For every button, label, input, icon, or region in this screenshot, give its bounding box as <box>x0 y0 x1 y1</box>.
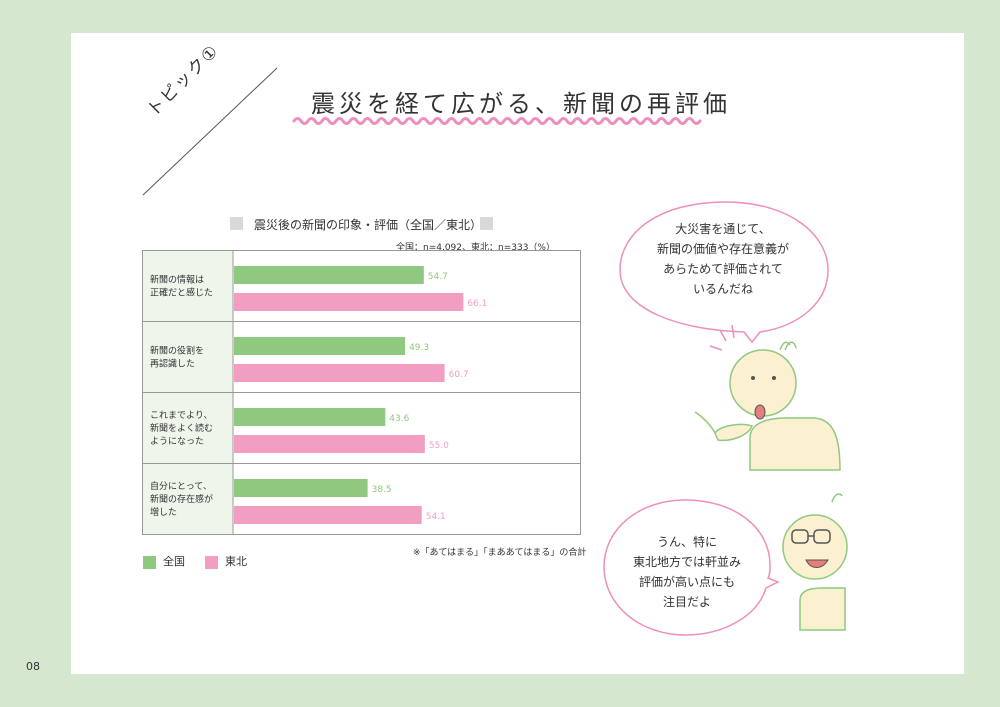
title-marker-right <box>480 217 493 230</box>
category-cell <box>142 250 233 322</box>
bubble-line: 大災害を通じて、 <box>675 222 771 236</box>
value-label: 55.0 <box>429 441 449 451</box>
category-label: 正確だと感じた <box>150 287 213 299</box>
category-label: 再認識した <box>150 358 195 370</box>
category-label: 自分にとって、 <box>150 480 212 492</box>
category-label: ようになった <box>150 436 204 447</box>
legend-swatch-national <box>143 555 156 569</box>
sample-size-note: 全国：n=4,092、東北：n=333（%） <box>396 243 555 253</box>
speech-bubble-bottom-text: うん、特に東北地方では軒並み 評価が高い点にも 注目だよ <box>612 532 762 612</box>
bar-national <box>234 337 406 355</box>
bar-national <box>234 408 386 426</box>
legend-item-tohoku: 東北 <box>205 553 247 569</box>
speech-bubble-bottom <box>603 499 780 636</box>
bubble-line: うん、特に <box>656 535 717 549</box>
topic-divider-line <box>142 67 278 196</box>
legend-swatch-tohoku <box>205 555 218 569</box>
bar-tohoku <box>234 364 445 382</box>
character-glasses <box>782 493 848 631</box>
value-label: 43.6 <box>389 414 409 424</box>
category-cell <box>142 463 233 535</box>
value-label: 60.7 <box>449 370 469 380</box>
bar-national <box>234 266 424 284</box>
category-label: 新聞の存在感が <box>150 493 213 505</box>
speech-bubble-top-text: 大災害を通じて、新聞の価値や存在意義が あらためて評価されて いるんだね <box>628 219 818 299</box>
value-label: 49.3 <box>409 343 429 353</box>
chart-title-text: 震災後の新聞の印象・評価（全国／東北） <box>254 218 483 232</box>
bubble-line: 新聞の価値や存在意義が <box>656 242 789 256</box>
bubble-line: あらためて評価されて <box>663 262 783 276</box>
bubble-line: いるんだね <box>692 282 753 296</box>
page-number: 08 <box>26 660 40 673</box>
speech-bubble-top <box>619 201 829 344</box>
value-label: 54.1 <box>426 512 446 522</box>
character-pointing <box>694 324 841 471</box>
bar-tohoku <box>234 506 422 524</box>
category-cell <box>142 321 233 393</box>
legend-item-national: 全国 <box>143 553 185 569</box>
category-cell <box>142 392 233 464</box>
value-label: 38.5 <box>372 485 392 495</box>
category-label: これまでより、 <box>150 410 212 421</box>
value-label: 66.1 <box>467 299 487 309</box>
chart-footnote: ※「あてはまる」「まああてはまる」の合計 <box>413 548 587 558</box>
legend-label-national: 全国 <box>163 555 185 568</box>
category-label: 新聞の情報は <box>150 274 204 286</box>
category-label: 新聞の役割を <box>150 345 204 357</box>
legend-label-tohoku: 東北 <box>225 555 247 568</box>
bar-national <box>234 479 368 497</box>
bubble-line: 注目だよ <box>662 595 711 609</box>
value-label: 54.7 <box>428 272 448 282</box>
page-title: 震災を経て広がる、新聞の再評価 <box>311 90 731 118</box>
bubble-line: 評価が高い点にも <box>638 575 735 589</box>
bubble-line: 東北地方では軒並み <box>632 555 741 569</box>
bar-tohoku <box>234 435 425 453</box>
title-wave-underline <box>292 117 702 125</box>
illustration <box>603 201 848 636</box>
title-marker-left <box>230 217 243 230</box>
category-label: 増した <box>150 506 177 518</box>
bar-tohoku <box>234 293 464 311</box>
category-label: 新聞をよく読む <box>150 422 213 434</box>
